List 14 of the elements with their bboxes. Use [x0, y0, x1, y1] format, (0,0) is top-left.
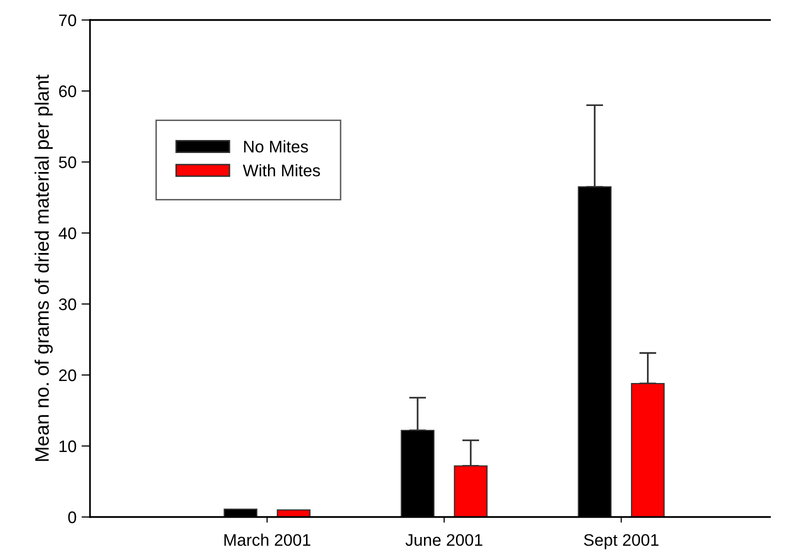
y-tick-label: 70 — [59, 14, 76, 26]
y-tick-label: 50 — [58, 156, 76, 168]
y-tick-label: 40 — [58, 227, 76, 240]
y-axis-title: Mean no. of grams of dried material per plant — [34, 74, 53, 461]
y-tick-label: 60 — [59, 85, 76, 98]
y-tick-label: 10 — [60, 440, 76, 452]
legend-label: With Mites — [242, 164, 320, 176]
y-tick-label: 30 — [58, 298, 76, 310]
y-tick-label: 0 — [68, 511, 76, 524]
y-tick-label: 20 — [59, 369, 76, 382]
x-tick-label: June 2001 — [406, 534, 482, 546]
legend-label: No Mites — [244, 140, 308, 153]
x-tick-label: March 2001 — [224, 534, 310, 546]
x-tick-label: Sept 2001 — [584, 534, 658, 550]
